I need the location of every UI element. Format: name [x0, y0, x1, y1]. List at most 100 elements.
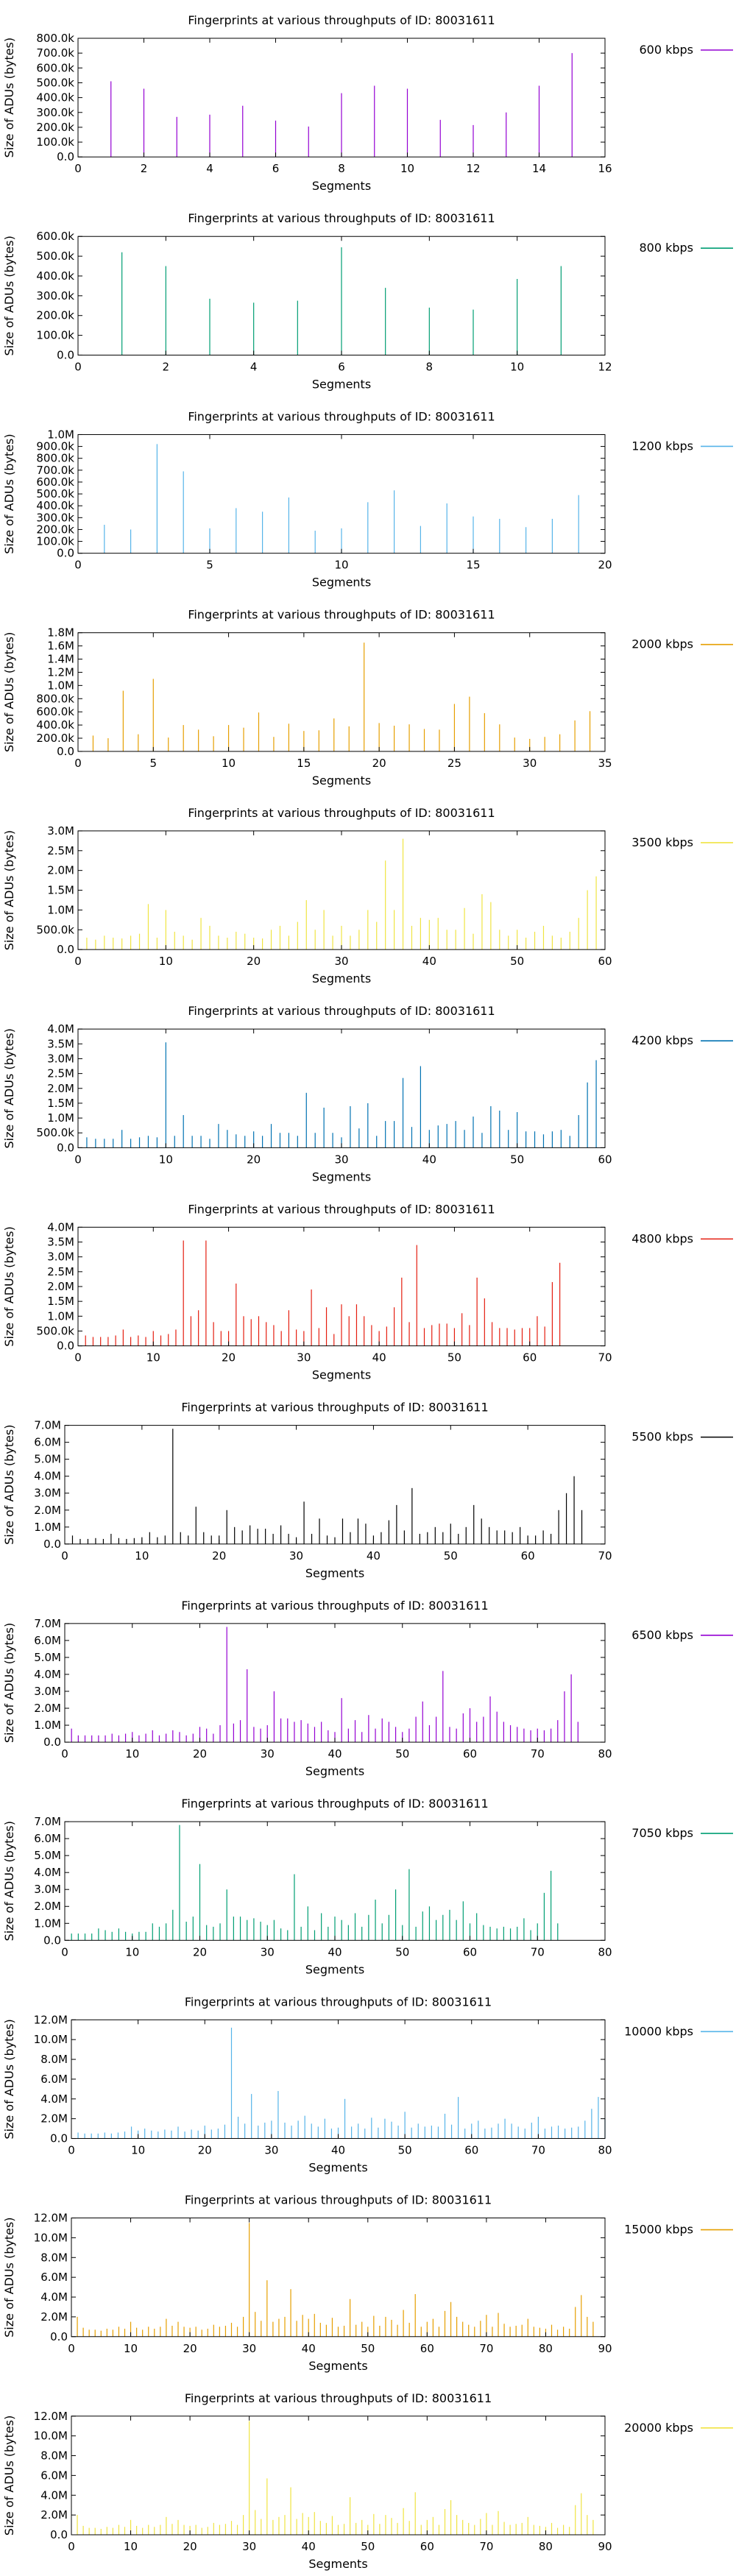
plot-frame — [64, 1623, 606, 1743]
x-tick-label: 50 — [444, 1549, 458, 1563]
plot-frame — [77, 1028, 606, 1148]
chart-panel: Fingerprints at various throughputs of I… — [2, 806, 733, 986]
x-axis-label: Segments — [312, 774, 371, 788]
legend-label: 600 kbps — [639, 43, 693, 57]
x-tick-label: 20 — [183, 2342, 197, 2355]
x-tick-label: 60 — [463, 1747, 477, 1761]
x-axis-label: Segments — [312, 1170, 371, 1183]
chart-panel: Fingerprints at various throughputs of I… — [2, 1995, 733, 2175]
x-tick-label: 4 — [206, 162, 213, 175]
y-tick-label: 600.0k — [36, 230, 74, 243]
y-axis-label: Size of ADUs (bytes) — [2, 38, 16, 158]
y-tick-label: 2.5M — [47, 1067, 74, 1080]
y-tick-label: 1.2M — [47, 665, 74, 679]
chart-panel: Fingerprints at various throughputs of I… — [2, 2193, 733, 2373]
x-tick-label: 30 — [523, 757, 537, 770]
x-tick-label: 14 — [532, 162, 546, 175]
y-tick-label: 1.0M — [47, 1309, 74, 1323]
x-tick-label: 30 — [261, 1945, 275, 1958]
x-tick-label: 40 — [328, 1747, 342, 1761]
y-tick-label: 700.0k — [36, 464, 74, 477]
y-tick-label: 800.0k — [36, 32, 74, 45]
y-tick-label: 200.0k — [36, 309, 74, 322]
x-tick-label: 20 — [247, 955, 261, 968]
chart-panel: Fingerprints at various throughputs of I… — [2, 1202, 733, 1382]
y-tick-label: 0.0 — [50, 2528, 68, 2541]
x-tick-label: 30 — [261, 1747, 275, 1761]
x-axis-label: Segments — [312, 576, 371, 590]
legend-label: 1200 kbps — [631, 439, 693, 453]
x-tick-label: 80 — [539, 2342, 553, 2355]
x-tick-label: 10 — [124, 2540, 138, 2553]
legend-label: 20000 kbps — [624, 2421, 693, 2435]
x-tick-label: 60 — [420, 2342, 434, 2355]
y-tick-label: 0.0 — [57, 547, 74, 560]
x-tick-label: 2 — [163, 360, 170, 373]
x-tick-label: 10 — [131, 2144, 145, 2157]
x-tick-label: 70 — [531, 1747, 545, 1761]
y-tick-label: 0.0 — [57, 745, 74, 758]
y-tick-label: 7.0M — [34, 1617, 61, 1630]
y-tick-label: 3.5M — [47, 1236, 74, 1249]
x-tick-label: 90 — [598, 2342, 612, 2355]
y-tick-label: 1.5M — [47, 1097, 74, 1110]
x-tick-label: 30 — [242, 2342, 256, 2355]
legend-label: 10000 kbps — [624, 2024, 693, 2038]
chart-panel: Fingerprints at various throughputs of I… — [2, 1004, 733, 1183]
x-tick-label: 40 — [422, 955, 436, 968]
x-tick-label: 0 — [61, 1945, 68, 1958]
x-tick-label: 60 — [521, 1549, 535, 1563]
y-tick-label: 2.0M — [34, 1900, 61, 1913]
y-tick-label: 600.0k — [36, 475, 74, 489]
legend-label: 2000 kbps — [631, 637, 693, 651]
y-tick-label: 1.0M — [34, 1521, 61, 1534]
x-axis-label: Segments — [305, 1962, 364, 1976]
x-tick-label: 40 — [328, 1945, 342, 1958]
chart-title: Fingerprints at various throughputs of I… — [181, 1797, 488, 1811]
x-tick-label: 90 — [598, 2540, 612, 2553]
y-tick-label: 0.0 — [43, 1933, 61, 1947]
plot-frame — [77, 632, 606, 752]
y-tick-label: 500.0k — [36, 76, 74, 89]
y-tick-label: 2.5M — [47, 844, 74, 857]
x-tick-label: 0 — [74, 559, 82, 572]
y-tick-label: 3.0M — [47, 1052, 74, 1065]
chart-panel: Fingerprints at various throughputs of I… — [2, 1797, 733, 1976]
y-tick-label: 500.0k — [36, 1126, 74, 1139]
y-tick-label: 0.0 — [57, 1340, 74, 1353]
chart-title: Fingerprints at various throughputs of I… — [188, 806, 495, 820]
plot-frame — [71, 2218, 606, 2338]
y-tick-label: 100.0k — [36, 135, 74, 149]
y-tick-label: 3.0M — [34, 1685, 61, 1698]
chart-title: Fingerprints at various throughputs of I… — [188, 409, 495, 423]
legend-label: 7050 kbps — [631, 1826, 693, 1840]
y-tick-label: 6.0M — [34, 1436, 61, 1449]
y-axis-label: Size of ADUs (bytes) — [2, 2416, 16, 2536]
y-tick-label: 1.0M — [47, 679, 74, 692]
x-tick-label: 4 — [250, 360, 258, 373]
y-axis-label: Size of ADUs (bytes) — [2, 2217, 16, 2337]
x-tick-label: 40 — [331, 2144, 345, 2157]
y-tick-label: 3.0M — [34, 1883, 61, 1896]
y-tick-label: 800.0k — [36, 692, 74, 705]
y-tick-label: 900.0k — [36, 440, 74, 453]
x-tick-label: 50 — [510, 955, 524, 968]
x-axis-label: Segments — [305, 1764, 364, 1778]
x-tick-label: 70 — [479, 2540, 493, 2553]
x-tick-label: 60 — [464, 2144, 478, 2157]
y-tick-label: 2.0M — [47, 1082, 74, 1095]
x-tick-label: 10 — [222, 757, 236, 770]
y-tick-label: 6.0M — [34, 1634, 61, 1647]
x-axis-label: Segments — [308, 2161, 367, 2175]
x-tick-label: 10 — [125, 1945, 139, 1958]
x-tick-label: 20 — [183, 2540, 197, 2553]
x-axis-label: Segments — [312, 972, 371, 986]
y-tick-label: 4.0M — [34, 1668, 61, 1681]
chart-title: Fingerprints at various throughputs of I… — [188, 1004, 495, 1018]
y-tick-label: 8.0M — [40, 2449, 68, 2463]
chart-panel: Fingerprints at various throughputs of I… — [2, 1401, 733, 1580]
y-tick-label: 1.4M — [47, 653, 74, 666]
x-tick-label: 20 — [212, 1549, 226, 1563]
x-tick-label: 0 — [74, 360, 82, 373]
y-tick-label: 8.0M — [40, 2053, 68, 2066]
